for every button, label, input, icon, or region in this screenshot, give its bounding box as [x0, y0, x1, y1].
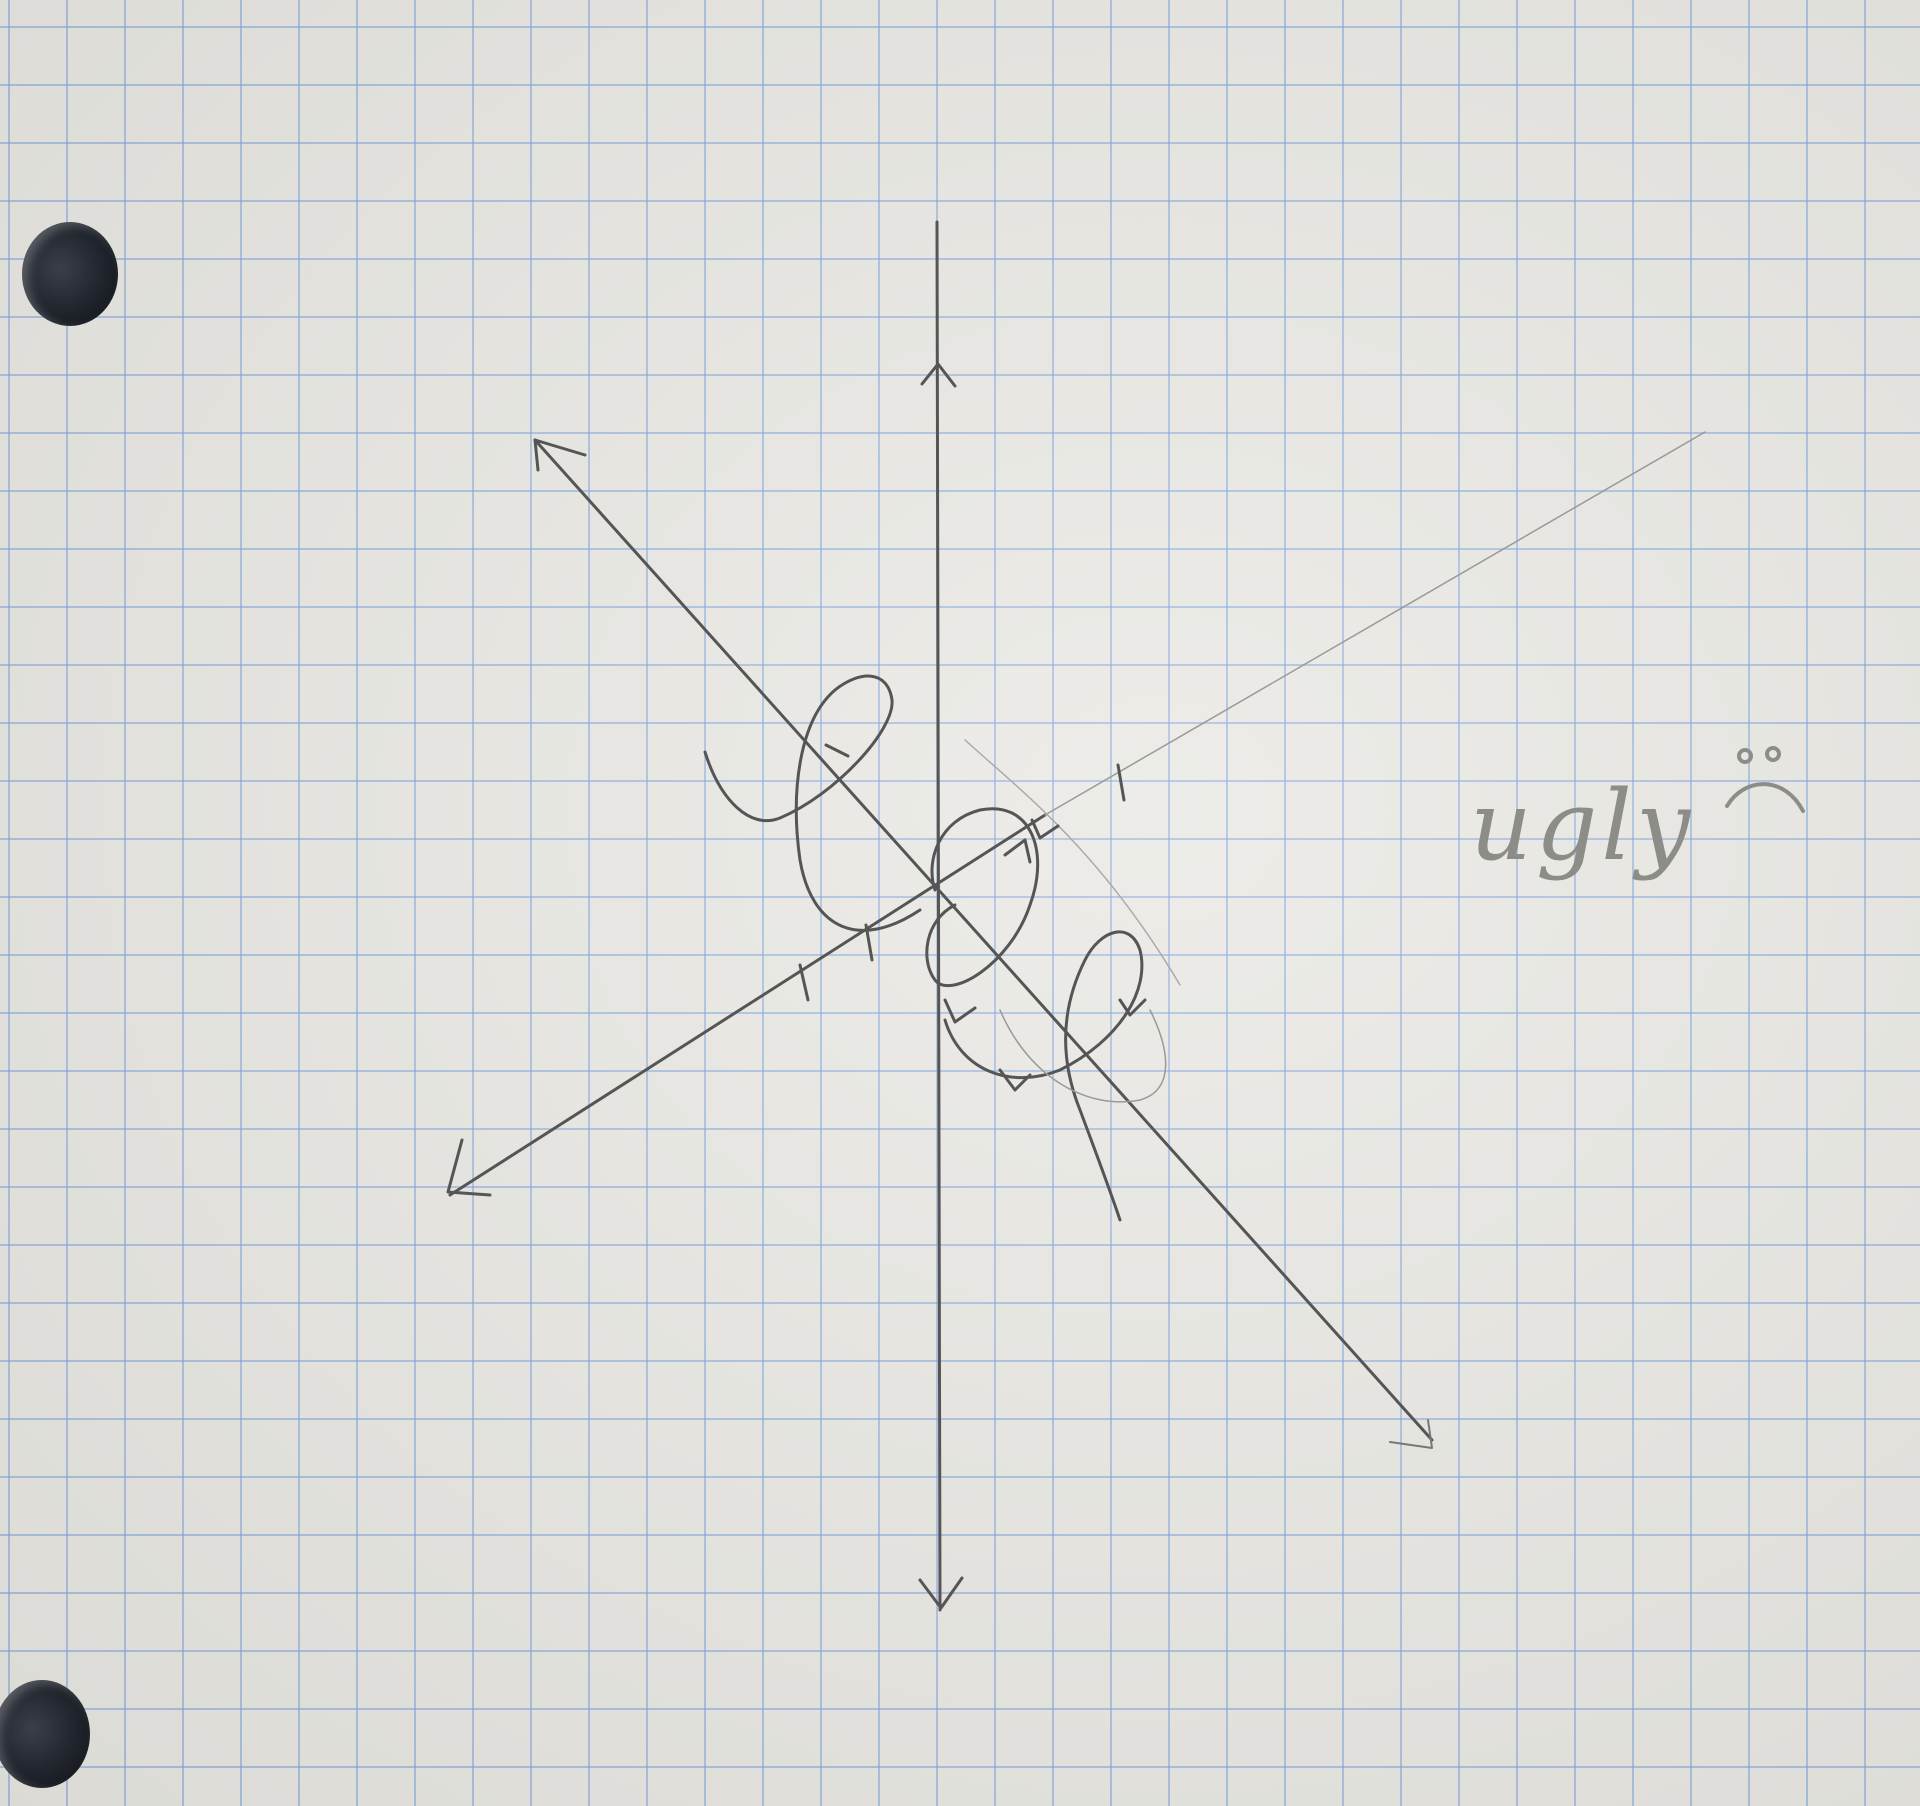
- spiral-curve-upper: [703, 674, 922, 932]
- vertical-axis-arrow-top: [920, 362, 957, 388]
- curve-arrow: [1118, 998, 1147, 1017]
- tick-mark: [824, 743, 850, 758]
- curve-arrow: [1003, 838, 1032, 864]
- curve-arrow: [998, 1068, 1032, 1092]
- diagonal-axis-arrow: [533, 438, 587, 472]
- spiral-curve-faint: [999, 1009, 1167, 1103]
- vertical-axis-arrow-bottom: [918, 1576, 964, 1610]
- spiral-curve-middle: [925, 807, 1040, 987]
- ugly-note: ugly: [1470, 770, 1695, 882]
- diagonal-axis-arrow-end: [1389, 1419, 1433, 1449]
- diagonal-axis: [533, 438, 1434, 1442]
- oblique-axis-lower: [448, 813, 1047, 1197]
- sad-face-icon: [1725, 746, 1805, 813]
- spiral-curve-lower: [943, 930, 1144, 1222]
- oblique-axis-upper: [1044, 431, 1706, 816]
- tick-mark: [798, 963, 810, 1002]
- spiral-curve-faint-2: [964, 739, 1181, 986]
- binder-hole-bottom: [0, 1680, 90, 1788]
- binder-hole-top: [22, 222, 118, 326]
- tick-mark: [1116, 763, 1126, 802]
- oblique-axis-arrow: [446, 1138, 492, 1197]
- curve-arrow: [943, 998, 977, 1024]
- curve-arrow: [1030, 818, 1060, 840]
